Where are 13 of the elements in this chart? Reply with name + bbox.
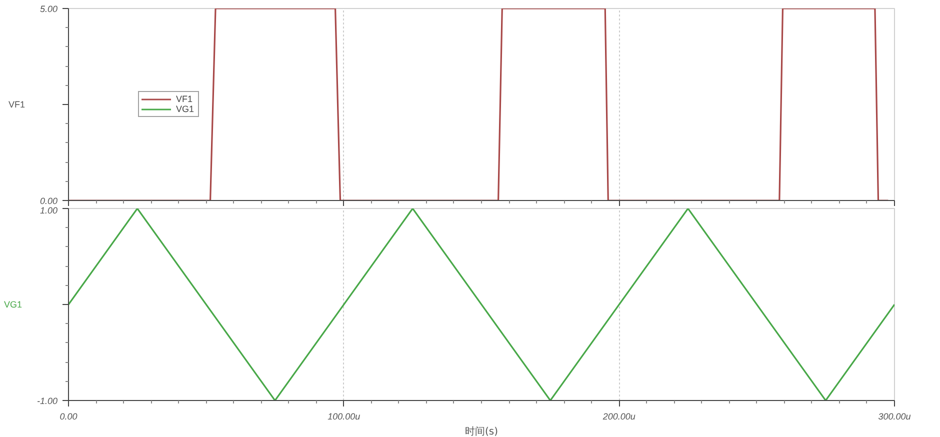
legend-label: VG1 — [176, 104, 196, 114]
y-tick-label: 1.00 — [40, 206, 58, 216]
y-axis-title: VF1 — [8, 100, 25, 110]
y-axis-title: VG1 — [4, 300, 22, 310]
legend-label: VF1 — [176, 94, 194, 104]
x-tick-label: 100.00u — [328, 412, 360, 422]
y-tick-label: -1.00 — [36, 396, 58, 406]
x-tick-label: 300.00u — [878, 412, 911, 422]
y-tick-label: 5.00 — [40, 4, 58, 14]
x-tick-label: 0.00 — [60, 412, 78, 422]
x-axis-title: 时间(s) — [464, 426, 498, 437]
y-tick-label: 0.00 — [40, 196, 58, 206]
x-tick-label: 200.00u — [602, 412, 636, 422]
